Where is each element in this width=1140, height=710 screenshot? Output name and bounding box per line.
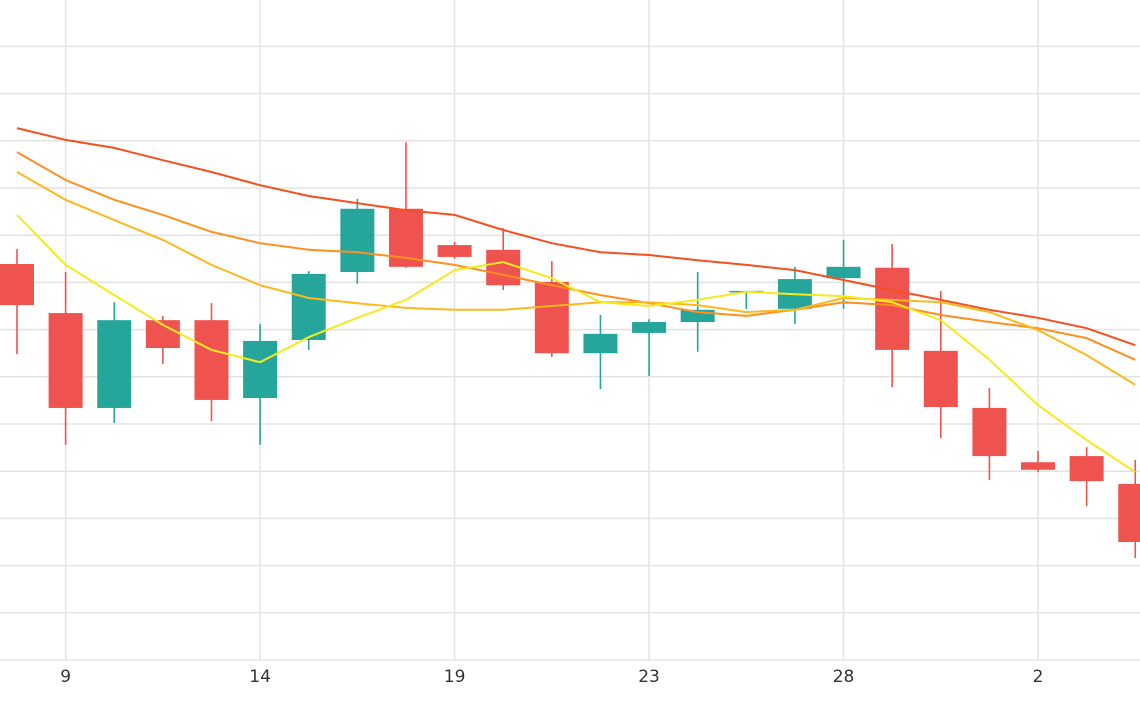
x-tick-label: 9 <box>60 667 71 687</box>
x-tick-label: 28 <box>833 667 855 687</box>
x-tick-label: 23 <box>638 667 660 687</box>
candle-body <box>97 320 132 408</box>
candle-body <box>48 313 83 408</box>
candle-body <box>583 333 618 354</box>
moving-average-line <box>16 151 1136 361</box>
x-tick-label: 14 <box>249 667 271 687</box>
x-tick-label: 19 <box>444 667 466 687</box>
candle-body <box>923 350 958 408</box>
moving-average-line <box>16 171 1136 386</box>
candle-body <box>291 273 326 340</box>
candle-body <box>534 281 569 354</box>
moving-average-line <box>16 214 1136 473</box>
candle-body <box>486 249 521 286</box>
candle-body <box>437 245 472 257</box>
candle-body <box>194 320 229 400</box>
candle-body <box>340 208 375 273</box>
candle-body <box>0 263 34 306</box>
candle-body <box>243 340 278 399</box>
candle-body <box>826 266 861 279</box>
candle-body <box>875 267 910 350</box>
candle-body <box>972 407 1007 457</box>
x-tick-label: 2 <box>1033 667 1044 687</box>
candle-body <box>632 322 667 333</box>
candle-body <box>1118 483 1140 542</box>
moving-average-line <box>16 127 1136 347</box>
candle-body <box>1021 462 1056 470</box>
candle-body <box>1069 456 1104 482</box>
